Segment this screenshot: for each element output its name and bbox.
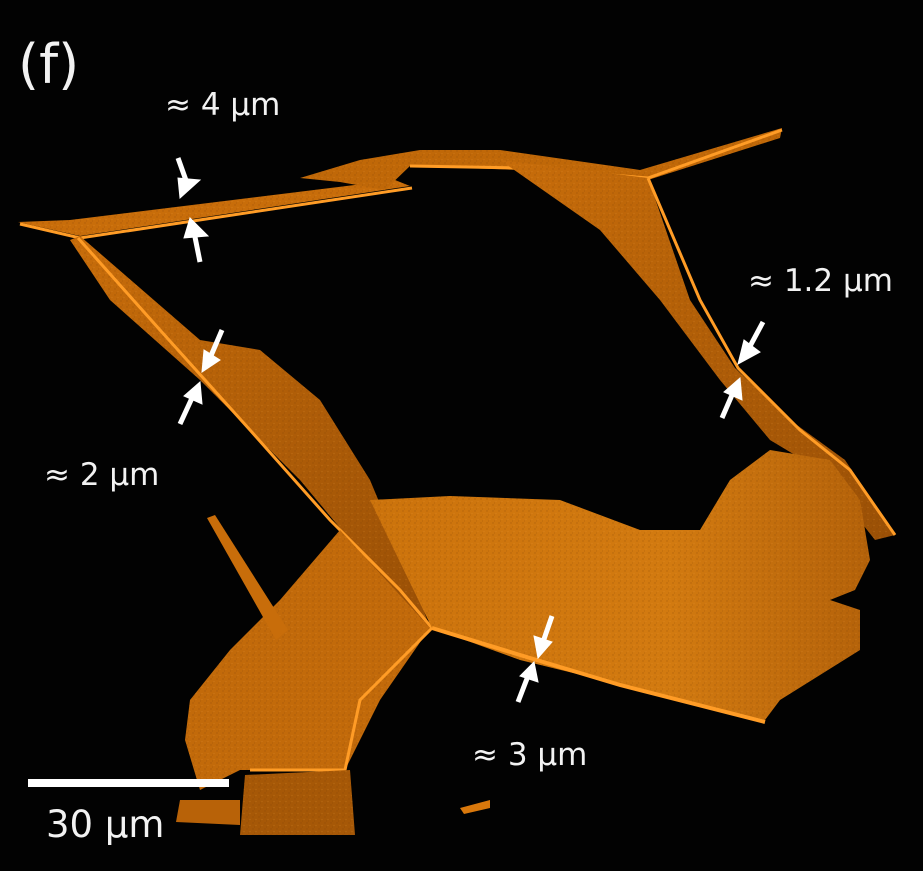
scale-bar-label: 30 µm bbox=[46, 803, 165, 846]
arrow-pair-1.2um bbox=[719, 320, 766, 419]
arrow-pair-3um bbox=[515, 615, 555, 703]
scale-bar bbox=[28, 779, 229, 787]
strut-top-left bbox=[18, 180, 413, 240]
arrow-pair-2um bbox=[177, 329, 225, 426]
wall-lower-left bbox=[176, 530, 434, 835]
cell-body bbox=[370, 450, 870, 724]
arrow-pair-4um bbox=[175, 157, 210, 263]
measurement-label-bottom: ≈ 3 µm bbox=[472, 737, 588, 773]
measurement-label-left: ≈ 2 µm bbox=[44, 457, 160, 493]
measurement-label-top-left: ≈ 4 µm bbox=[165, 87, 281, 123]
wall-right-diagonal bbox=[500, 160, 897, 540]
measurement-label-right: ≈ 1.2 µm bbox=[748, 263, 893, 299]
spike bbox=[207, 515, 288, 640]
panel-label: (f) bbox=[18, 33, 80, 96]
wall-left-diagonal bbox=[70, 236, 434, 629]
fragment bbox=[460, 800, 490, 814]
